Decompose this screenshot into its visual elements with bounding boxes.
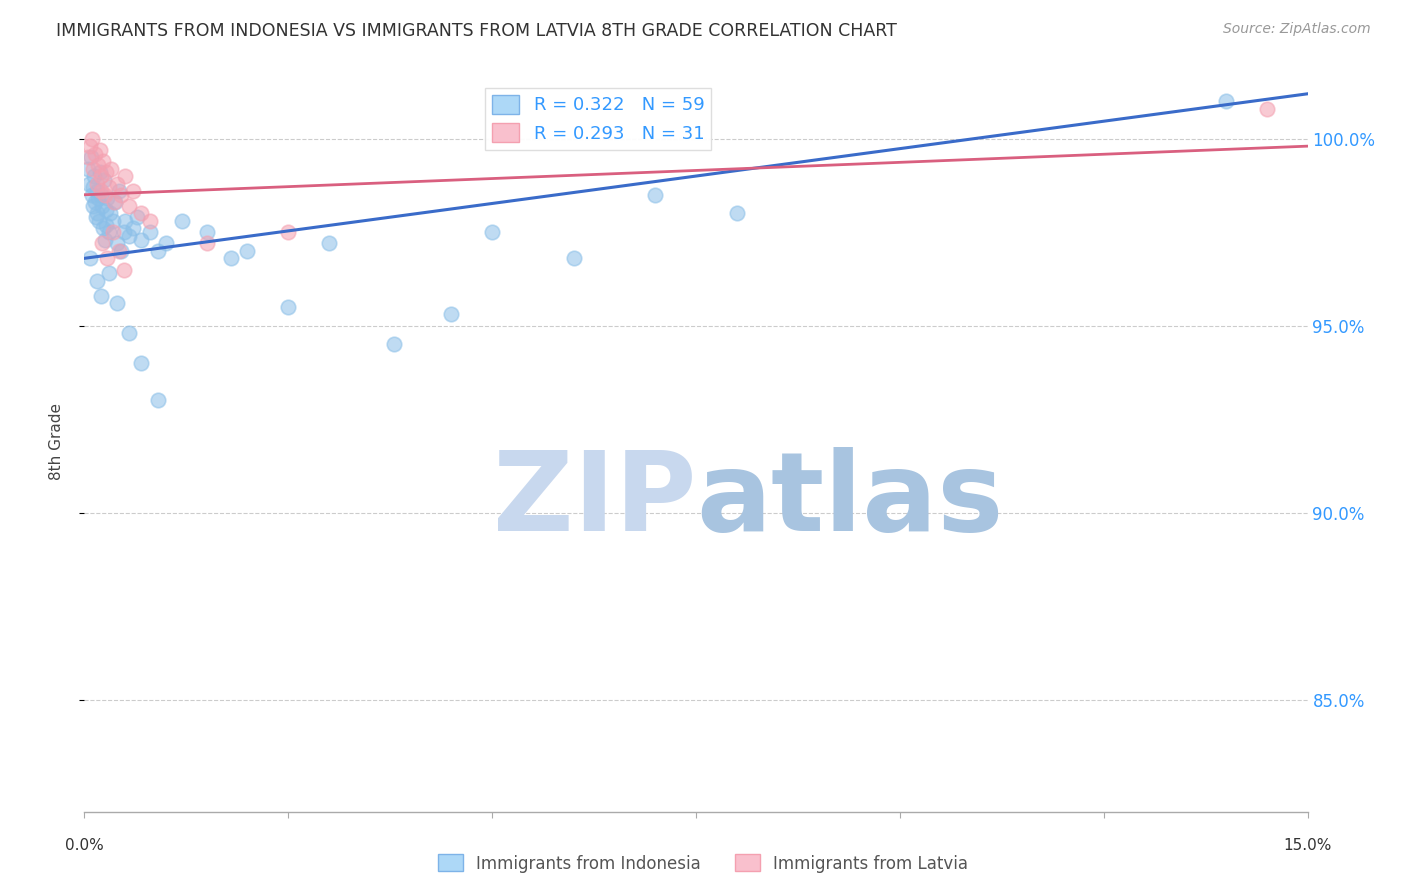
Point bbox=[318, 236, 340, 251]
Point bbox=[112, 225, 135, 239]
Point bbox=[96, 165, 118, 179]
Point bbox=[127, 210, 149, 224]
Point bbox=[562, 252, 585, 266]
Point bbox=[104, 195, 127, 210]
Point bbox=[1256, 102, 1278, 116]
Point bbox=[118, 199, 141, 213]
Point bbox=[219, 252, 242, 266]
Point bbox=[90, 169, 112, 183]
Point bbox=[195, 236, 218, 251]
Point bbox=[86, 206, 108, 220]
Text: atlas: atlas bbox=[696, 447, 1004, 554]
Point bbox=[89, 143, 111, 157]
Point bbox=[93, 173, 115, 187]
Point bbox=[644, 187, 666, 202]
Point bbox=[110, 187, 132, 202]
Point bbox=[82, 161, 104, 176]
Point bbox=[86, 177, 108, 191]
Legend: Immigrants from Indonesia, Immigrants from Latvia: Immigrants from Indonesia, Immigrants fr… bbox=[432, 847, 974, 880]
Point bbox=[100, 206, 122, 220]
Point bbox=[83, 169, 105, 183]
Point bbox=[80, 187, 103, 202]
Point bbox=[114, 214, 136, 228]
Y-axis label: 8th Grade: 8th Grade bbox=[49, 403, 63, 480]
Point bbox=[97, 266, 120, 280]
Point bbox=[138, 225, 160, 239]
Text: Source: ZipAtlas.com: Source: ZipAtlas.com bbox=[1223, 22, 1371, 37]
Point bbox=[91, 199, 114, 213]
Point bbox=[91, 221, 114, 235]
Point bbox=[114, 169, 136, 183]
Point bbox=[118, 326, 141, 340]
Point bbox=[96, 192, 118, 206]
Point bbox=[80, 131, 103, 145]
Point bbox=[481, 225, 503, 239]
Point bbox=[87, 192, 110, 206]
Point bbox=[146, 393, 169, 408]
Point bbox=[105, 236, 128, 251]
Point bbox=[146, 244, 169, 258]
Point bbox=[107, 184, 129, 198]
Point bbox=[105, 296, 128, 310]
Point bbox=[112, 262, 135, 277]
Point bbox=[131, 356, 153, 370]
Point bbox=[82, 199, 104, 213]
Point bbox=[77, 150, 100, 164]
Point bbox=[89, 165, 111, 179]
Point bbox=[110, 244, 132, 258]
Point bbox=[96, 218, 118, 232]
Point bbox=[77, 161, 100, 176]
Point bbox=[97, 180, 120, 194]
Text: 15.0%: 15.0% bbox=[1284, 838, 1331, 853]
Point bbox=[1215, 95, 1237, 109]
Point bbox=[107, 244, 129, 258]
Point bbox=[90, 184, 112, 198]
Point bbox=[93, 233, 115, 247]
Point bbox=[97, 225, 120, 239]
Point bbox=[131, 233, 153, 247]
Text: ZIP: ZIP bbox=[492, 447, 696, 554]
Point bbox=[91, 154, 114, 169]
Point bbox=[105, 177, 128, 191]
Point bbox=[86, 274, 108, 288]
Point bbox=[84, 146, 107, 161]
Legend: R = 0.322   N = 59, R = 0.293   N = 31: R = 0.322 N = 59, R = 0.293 N = 31 bbox=[485, 87, 711, 150]
Point bbox=[236, 244, 259, 258]
Point bbox=[195, 225, 218, 239]
Text: 0.0%: 0.0% bbox=[65, 838, 104, 853]
Point bbox=[79, 139, 101, 153]
Point bbox=[118, 228, 141, 243]
Point bbox=[101, 214, 124, 228]
Point bbox=[96, 252, 118, 266]
Point bbox=[82, 180, 104, 194]
Point bbox=[90, 187, 112, 202]
Point bbox=[277, 225, 299, 239]
Point bbox=[101, 225, 124, 239]
Point bbox=[155, 236, 177, 251]
Point bbox=[93, 187, 115, 202]
Point bbox=[91, 236, 114, 251]
Point bbox=[87, 158, 110, 172]
Point bbox=[131, 206, 153, 220]
Point bbox=[440, 307, 463, 321]
Point bbox=[84, 210, 107, 224]
Point bbox=[86, 184, 108, 198]
Point bbox=[100, 161, 122, 176]
Point bbox=[277, 300, 299, 314]
Point bbox=[725, 206, 748, 220]
Point bbox=[87, 214, 110, 228]
Point bbox=[80, 150, 103, 164]
Point bbox=[103, 195, 125, 210]
Point bbox=[138, 214, 160, 228]
Point bbox=[94, 202, 117, 217]
Text: IMMIGRANTS FROM INDONESIA VS IMMIGRANTS FROM LATVIA 8TH GRADE CORRELATION CHART: IMMIGRANTS FROM INDONESIA VS IMMIGRANTS … bbox=[56, 22, 897, 40]
Point bbox=[172, 214, 194, 228]
Point bbox=[79, 252, 101, 266]
Point bbox=[382, 337, 405, 351]
Point bbox=[84, 195, 107, 210]
Point bbox=[77, 177, 100, 191]
Point bbox=[122, 184, 145, 198]
Point bbox=[122, 221, 145, 235]
Point bbox=[90, 289, 112, 303]
